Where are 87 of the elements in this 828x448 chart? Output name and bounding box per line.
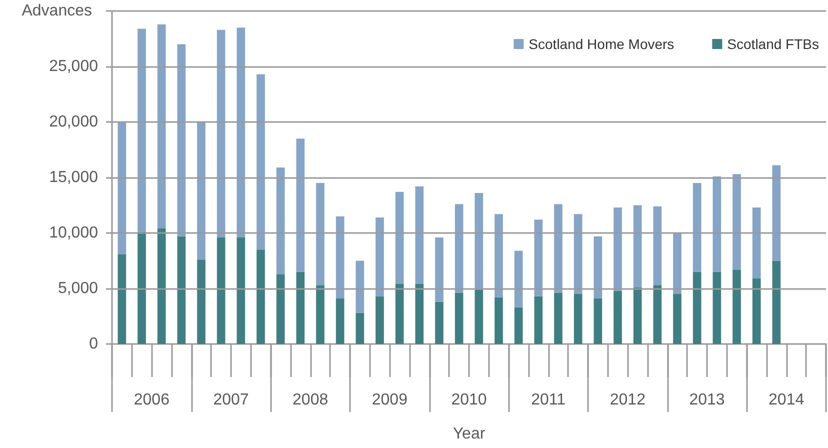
y-tick-label: 25,000: [49, 58, 98, 75]
x-tick-label: 2010: [451, 392, 487, 408]
x-tick-label: 2008: [292, 392, 328, 408]
bar: [138, 28, 146, 232]
bar: [692, 272, 702, 344]
bar: [316, 285, 324, 344]
bar: [415, 186, 424, 284]
bar: [415, 284, 424, 344]
bar: [594, 236, 602, 298]
x-tick-label: 2011: [531, 392, 566, 408]
bar: [454, 292, 464, 344]
y-tick-label: 5,000: [58, 280, 98, 297]
bar: [296, 138, 305, 272]
bar: [197, 122, 206, 260]
bar: [474, 193, 484, 290]
y-tick-label: 20,000: [49, 114, 98, 130]
bar: [494, 297, 503, 344]
bar: [216, 30, 226, 238]
x-axis-title: Year: [452, 426, 486, 442]
x-tick-label: 2013: [689, 392, 725, 408]
bar: [673, 294, 682, 344]
bar: [594, 298, 602, 344]
bar: [454, 204, 464, 293]
bar: [614, 207, 622, 291]
bar: [276, 168, 285, 274]
bar: [276, 274, 285, 344]
bar: [395, 284, 404, 344]
bar: [336, 216, 344, 298]
bar: [653, 206, 662, 286]
bar: [157, 228, 166, 344]
bar: [395, 192, 404, 284]
x-tick-label: 2006: [134, 392, 170, 408]
bar: [435, 237, 444, 302]
bar: [534, 296, 543, 344]
y-tick-label: 10,000: [49, 224, 98, 242]
legend-label: Scotland Home Movers: [528, 36, 674, 52]
bar: [772, 260, 781, 344]
bar: [236, 28, 246, 238]
y-tick-label: 0: [89, 336, 98, 352]
bar: [514, 250, 523, 308]
bar: [494, 214, 503, 298]
bar: [614, 290, 622, 344]
bar: [376, 296, 384, 344]
bar: [534, 220, 543, 296]
legend-label: Scotland FTBs: [727, 36, 820, 52]
x-tick-label: 2014: [768, 392, 804, 408]
bar: [772, 165, 781, 261]
bar: [216, 237, 226, 344]
bar: [732, 270, 741, 344]
bar: [554, 204, 562, 293]
y-axis-title: Advances: [22, 2, 92, 20]
bar: [236, 237, 246, 344]
bar: [633, 205, 642, 288]
bar: [474, 290, 484, 344]
bar: [673, 233, 682, 294]
x-tick-label: 2009: [372, 392, 408, 408]
bar: [653, 285, 662, 344]
bar: [752, 207, 761, 279]
bar: [197, 260, 206, 344]
y-tick-label: 15,000: [49, 169, 98, 186]
bar: [157, 24, 166, 229]
bar: [296, 272, 305, 344]
bar: [336, 298, 344, 344]
bar: [316, 183, 324, 286]
bar: [138, 232, 146, 344]
bar: [356, 312, 364, 344]
bar: [554, 292, 562, 344]
bar: [435, 302, 444, 344]
bar: [118, 122, 126, 254]
bar: [692, 183, 702, 272]
bar: [732, 174, 741, 270]
bar: [376, 217, 384, 296]
x-tick-label: 2007: [213, 392, 249, 408]
bar: [177, 44, 186, 236]
bar: [712, 176, 722, 272]
bar: [256, 250, 265, 344]
bar: [514, 307, 523, 344]
bar: [356, 260, 364, 313]
bar: [177, 236, 186, 344]
x-tick-label: 2012: [610, 392, 646, 408]
bar: [118, 254, 126, 344]
bar: [752, 278, 761, 344]
bar: [574, 294, 582, 344]
bar: [574, 214, 582, 294]
bar: [256, 74, 265, 250]
bar: [712, 272, 722, 344]
bar: [633, 287, 642, 344]
